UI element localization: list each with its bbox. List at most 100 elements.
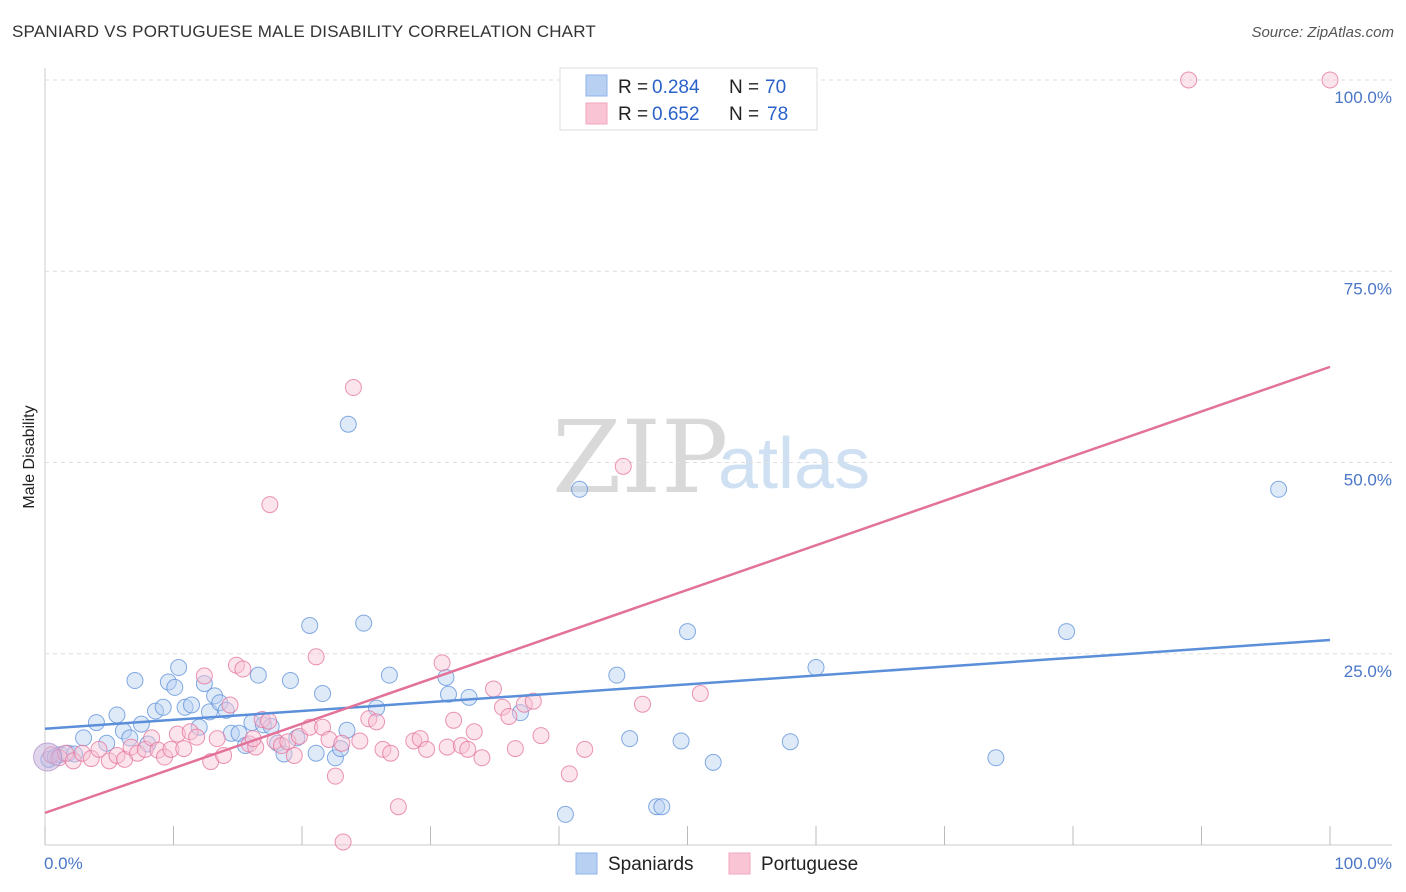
point-spaniards [653, 798, 671, 816]
point-portuguese [162, 740, 180, 758]
point-spaniards [307, 744, 325, 762]
watermark-atlas: atlas [718, 424, 870, 504]
point-portuguese [195, 667, 213, 685]
point-spaniards [182, 696, 200, 714]
point-spaniards [121, 729, 139, 747]
point-portuguese [326, 767, 344, 785]
legend-r-value-spaniards: 0.284 [652, 77, 700, 98]
point-portuguese [614, 457, 632, 475]
point-portuguese [382, 744, 400, 762]
point-spaniards [108, 706, 126, 724]
point-portuguese [405, 732, 423, 750]
point-spaniards [648, 798, 666, 816]
point-portuguese [234, 660, 252, 678]
point-portuguese [188, 728, 206, 746]
point-spaniards [1270, 480, 1288, 498]
point-spaniards [439, 685, 457, 703]
point-spaniards [176, 698, 194, 716]
point-spaniards [170, 659, 188, 677]
point-portuguese [634, 695, 652, 713]
point-spaniards [556, 805, 574, 823]
point-spaniards [147, 702, 165, 720]
point-portuguese [524, 692, 542, 710]
point-spaniards [1058, 623, 1076, 641]
legend-r-label-spaniards: R = [618, 77, 648, 98]
bottom-legend: Spaniards Portuguese [575, 852, 858, 875]
point-portuguese [484, 680, 502, 698]
point-spaniards [355, 614, 373, 632]
legend-r-label-portuguese: R = [618, 104, 648, 125]
point-portuguese [129, 744, 147, 762]
bottom-legend-swatch-portuguese [728, 852, 751, 875]
point-spaniards [460, 688, 478, 706]
point-spaniards [166, 678, 184, 696]
point-portuguese [560, 765, 578, 783]
point-spaniards [339, 415, 357, 433]
y-axis-label: Male Disability [21, 405, 38, 508]
y-tick-labels: 25.0% 50.0% 75.0% 100.0% [1334, 88, 1392, 681]
bottom-legend-swatch-spaniards [575, 852, 598, 875]
point-portuguese [344, 379, 362, 397]
legend-swatch-portuguese [585, 102, 608, 125]
point-portuguese [576, 740, 594, 758]
chart-title: SPANIARD VS PORTUGUESE MALE DISABILITY C… [12, 22, 596, 41]
bottom-legend-label-spaniards: Spaniards [608, 854, 694, 875]
point-portuguese [473, 749, 491, 767]
point-spaniards [314, 685, 332, 703]
point-spaniards [87, 714, 105, 732]
x-ticks [44, 826, 1331, 845]
point-portuguese [691, 685, 709, 703]
y-tick-label: 25.0% [1344, 662, 1392, 681]
watermark-zip: ZIP [552, 399, 728, 516]
y-tick-label: 100.0% [1334, 88, 1392, 107]
point-portuguese [418, 740, 436, 758]
point-portuguese [90, 740, 108, 758]
data-points [33, 71, 1339, 851]
point-portuguese [320, 730, 338, 748]
point-portuguese [532, 727, 550, 745]
point-spaniards [621, 730, 639, 748]
legend-n-value-spaniards: 70 [765, 77, 786, 98]
point-spaniards [679, 623, 696, 641]
point-portuguese [493, 698, 511, 716]
point-portuguese [374, 740, 392, 758]
legend: R = 0.284 N = 70 R = 0.652 N = 78 [559, 67, 818, 131]
point-spaniards [987, 749, 1005, 767]
point-spaniards [571, 480, 589, 498]
point-spaniards [704, 753, 722, 771]
point-portuguese [221, 696, 239, 714]
point-spaniards [608, 666, 626, 684]
point-portuguese [108, 746, 126, 764]
trendline-spaniards [44, 638, 1331, 730]
point-spaniards [326, 749, 344, 767]
point-portuguese [368, 713, 386, 731]
point-portuguese [389, 798, 407, 816]
y-tick-label: 75.0% [1344, 279, 1392, 298]
gridlines [45, 79, 1392, 655]
point-portuguese [433, 654, 451, 672]
point-portuguese [333, 734, 351, 752]
trendlines [44, 365, 1331, 815]
bottom-legend-label-portuguese: Portuguese [761, 854, 858, 875]
point-portuguese [438, 738, 456, 756]
legend-n-label-spaniards: N = [729, 77, 759, 98]
point-portuguese [253, 711, 271, 729]
point-spaniards [75, 729, 93, 747]
legend-n-value-portuguese: 78 [767, 104, 788, 125]
point-portuguese [307, 648, 325, 666]
point-portuguese [465, 723, 483, 741]
point-portuguese [175, 740, 193, 758]
legend-swatch-spaniards [585, 74, 608, 97]
point-portuguese [168, 725, 186, 743]
legend-n-label-portuguese: N = [729, 104, 759, 125]
point-spaniards [126, 672, 144, 690]
trendline-portuguese [44, 365, 1331, 815]
point-spaniards [288, 729, 306, 747]
point-spaniards [807, 659, 825, 677]
point-portuguese [351, 732, 369, 750]
point-portuguese [1180, 71, 1198, 89]
point-portuguese [260, 712, 278, 730]
point-portuguese [1321, 71, 1339, 89]
point-portuguese [411, 730, 429, 748]
